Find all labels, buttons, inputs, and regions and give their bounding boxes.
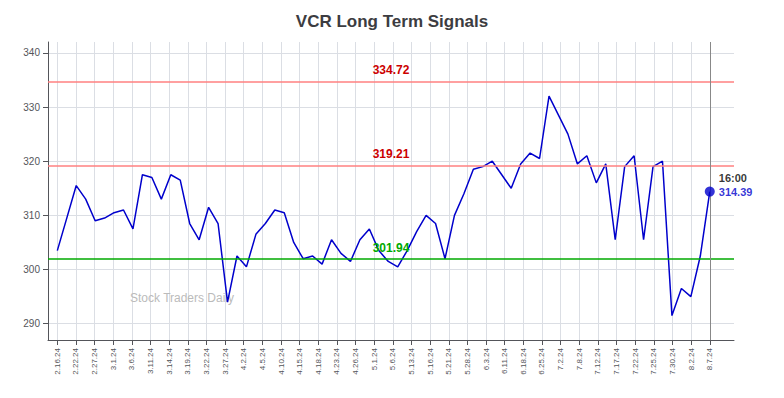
svg-text:3.11.24: 3.11.24: [146, 347, 155, 374]
svg-text:330: 330: [23, 102, 40, 113]
svg-text:320: 320: [23, 156, 40, 167]
svg-text:7.25.24: 7.25.24: [649, 347, 658, 374]
svg-text:4.10.24: 4.10.24: [277, 347, 286, 374]
svg-text:3.14.24: 3.14.24: [165, 347, 174, 374]
svg-text:6.11.24: 6.11.24: [500, 347, 509, 374]
svg-text:4.23.24: 4.23.24: [332, 347, 341, 374]
svg-text:8.2.24: 8.2.24: [687, 347, 696, 370]
svg-text:310: 310: [23, 210, 40, 221]
svg-text:Stock Traders Daily: Stock Traders Daily: [130, 291, 234, 305]
svg-text:290: 290: [23, 318, 40, 329]
svg-text:3.1.24: 3.1.24: [109, 347, 118, 370]
svg-text:4.2.24: 4.2.24: [239, 347, 248, 370]
svg-text:7.2.24: 7.2.24: [556, 347, 565, 370]
svg-text:6.3.24: 6.3.24: [482, 347, 491, 370]
svg-text:7.12.24: 7.12.24: [593, 347, 602, 374]
svg-text:2.16.24: 2.16.24: [53, 347, 62, 374]
svg-text:6.18.24: 6.18.24: [519, 347, 528, 374]
svg-text:340: 340: [23, 47, 40, 58]
svg-text:4.26.24: 4.26.24: [351, 347, 360, 374]
svg-text:314.39: 314.39: [719, 186, 753, 198]
svg-text:7.22.24: 7.22.24: [631, 347, 640, 374]
svg-text:7.17.24: 7.17.24: [612, 347, 621, 374]
svg-text:3.27.24: 3.27.24: [221, 347, 230, 374]
svg-text:300: 300: [23, 264, 40, 275]
svg-text:5.13.24: 5.13.24: [407, 347, 416, 374]
svg-text:16:00: 16:00: [719, 172, 747, 184]
svg-text:8.7.24: 8.7.24: [705, 347, 714, 370]
svg-text:3.19.24: 3.19.24: [183, 347, 192, 374]
svg-text:319.21: 319.21: [373, 147, 410, 161]
svg-text:4.18.24: 4.18.24: [314, 347, 323, 374]
svg-text:5.16.24: 5.16.24: [426, 347, 435, 374]
svg-text:5.1.24: 5.1.24: [370, 347, 379, 370]
svg-text:3.22.24: 3.22.24: [202, 347, 211, 374]
svg-text:VCR Long Term Signals: VCR Long Term Signals: [296, 12, 488, 31]
svg-text:4.15.24: 4.15.24: [295, 347, 304, 374]
svg-text:3.6.24: 3.6.24: [127, 347, 136, 370]
svg-text:5.21.24: 5.21.24: [444, 347, 453, 374]
svg-text:6.25.24: 6.25.24: [537, 347, 546, 374]
svg-text:334.72: 334.72: [373, 63, 410, 77]
svg-text:2.22.24: 2.22.24: [71, 347, 80, 374]
svg-text:4.5.24: 4.5.24: [258, 347, 267, 370]
svg-text:5.28.24: 5.28.24: [463, 347, 472, 374]
svg-text:7.30.24: 7.30.24: [668, 347, 677, 374]
svg-text:2.27.24: 2.27.24: [90, 347, 99, 374]
svg-text:5.6.24: 5.6.24: [388, 347, 397, 370]
svg-text:7.8.24: 7.8.24: [575, 347, 584, 370]
svg-text:301.94: 301.94: [373, 241, 410, 255]
